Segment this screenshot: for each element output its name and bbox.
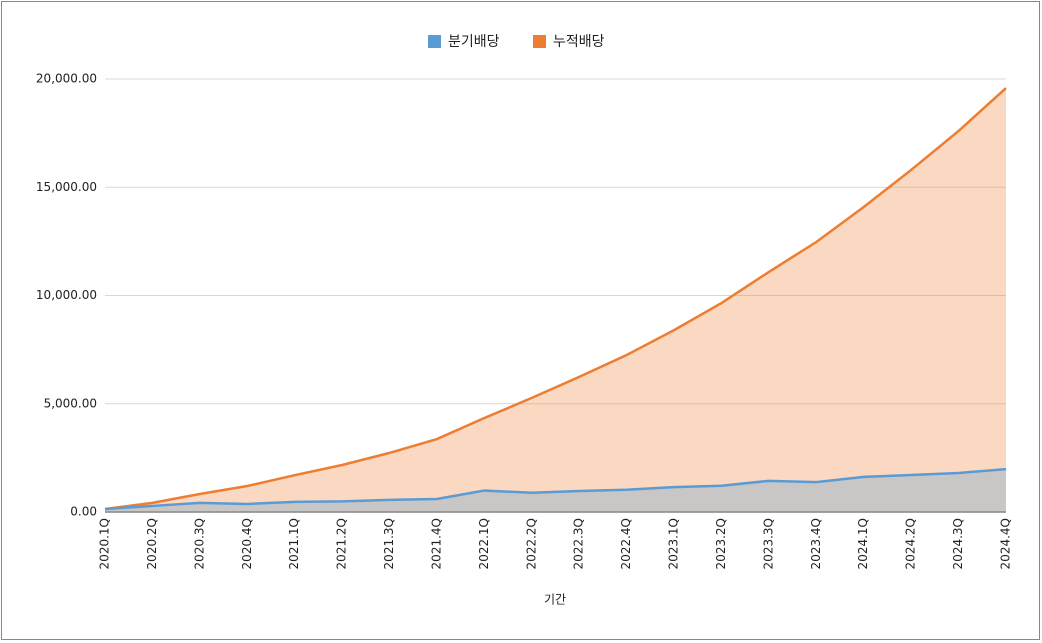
legend-swatch: [428, 35, 441, 48]
y-tick-label: 0.00: [70, 505, 97, 519]
x-tick-label: 2020.1Q: [98, 518, 112, 569]
x-tick-label: 2021.4Q: [429, 518, 443, 569]
x-tick-label: 2022.3Q: [572, 518, 586, 569]
x-tick-label: 2022.1Q: [477, 518, 491, 569]
x-tick-label: 2021.1Q: [287, 518, 301, 569]
legend: 분기배당 누적배당: [428, 34, 605, 50]
x-tick-label: 2023.1Q: [667, 518, 681, 569]
area-fill: [105, 88, 1006, 512]
x-tick-label: 2021.3Q: [382, 518, 396, 569]
legend-label: 분기배당: [448, 34, 500, 50]
area-line: [104, 467, 1007, 511]
area-line: [104, 87, 1007, 511]
x-tick-label: 2023.4Q: [809, 518, 823, 569]
x-axis-title: 기간: [544, 593, 566, 607]
x-tick-label: 2024.1Q: [856, 518, 870, 569]
x-tick-label: 2020.3Q: [192, 518, 206, 569]
x-tick-label: 2023.2Q: [714, 518, 728, 569]
legend-label: 누적배당: [553, 34, 605, 50]
x-tick-label: 2023.3Q: [761, 518, 775, 569]
x-tick-label: 2022.4Q: [619, 518, 633, 569]
x-tick-label: 2022.2Q: [524, 518, 538, 569]
x-tick-label: 2024.3Q: [951, 518, 965, 569]
x-tick-label: 2021.2Q: [335, 518, 349, 569]
y-tick-label: 20,000.00: [36, 72, 97, 86]
legend-swatch: [533, 35, 546, 48]
x-tick-label: 2024.4Q: [999, 518, 1013, 569]
area-fill: [105, 469, 1006, 512]
x-tick-label: 2024.2Q: [904, 518, 918, 569]
y-tick-label: 15,000.00: [36, 180, 97, 194]
y-tick-label: 10,000.00: [36, 288, 97, 302]
y-tick-label: 5,000.00: [44, 396, 97, 410]
x-tick-label: 2020.4Q: [240, 518, 254, 569]
x-tick-label: 2020.2Q: [145, 518, 159, 569]
